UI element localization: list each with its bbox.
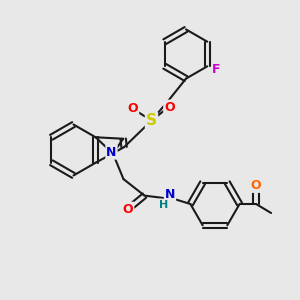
Text: O: O xyxy=(164,100,175,114)
Text: S: S xyxy=(146,113,157,128)
Text: F: F xyxy=(212,63,220,76)
Text: N: N xyxy=(165,188,175,202)
Text: O: O xyxy=(128,102,138,115)
Text: N: N xyxy=(106,146,117,159)
Text: H: H xyxy=(159,200,169,210)
Text: O: O xyxy=(251,179,261,192)
Text: O: O xyxy=(123,202,133,216)
